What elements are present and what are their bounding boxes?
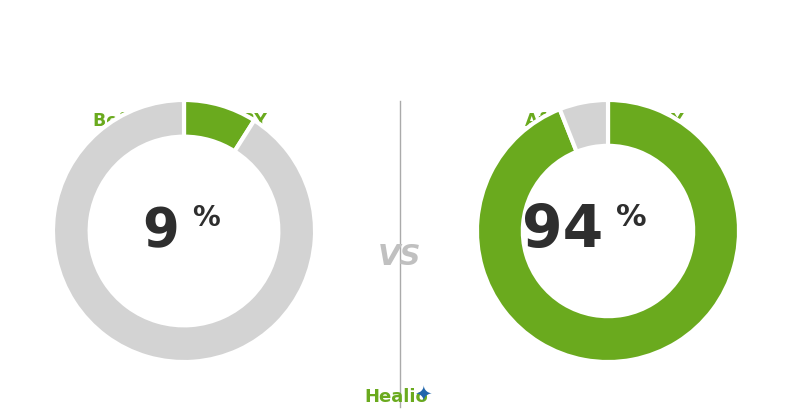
- Wedge shape: [184, 100, 254, 151]
- Text: with low corticosteroid use prior to RECOVERY:: with low corticosteroid use prior to REC…: [142, 61, 658, 80]
- Text: Corticosteroid use for patients in hospitals: Corticosteroid use for patients in hospi…: [164, 24, 636, 42]
- Text: 9: 9: [142, 205, 178, 257]
- Text: %: %: [192, 204, 220, 232]
- Text: VS: VS: [378, 243, 422, 271]
- Text: 94: 94: [522, 202, 602, 260]
- Wedge shape: [560, 100, 608, 152]
- Text: %: %: [616, 203, 646, 232]
- Text: ✦: ✦: [414, 386, 431, 406]
- Text: Healio: Healio: [364, 388, 428, 406]
- Text: Before RECOVERY: Before RECOVERY: [93, 112, 267, 129]
- Wedge shape: [53, 100, 315, 362]
- Wedge shape: [477, 100, 739, 362]
- Text: After RECOVERY: After RECOVERY: [525, 112, 683, 129]
